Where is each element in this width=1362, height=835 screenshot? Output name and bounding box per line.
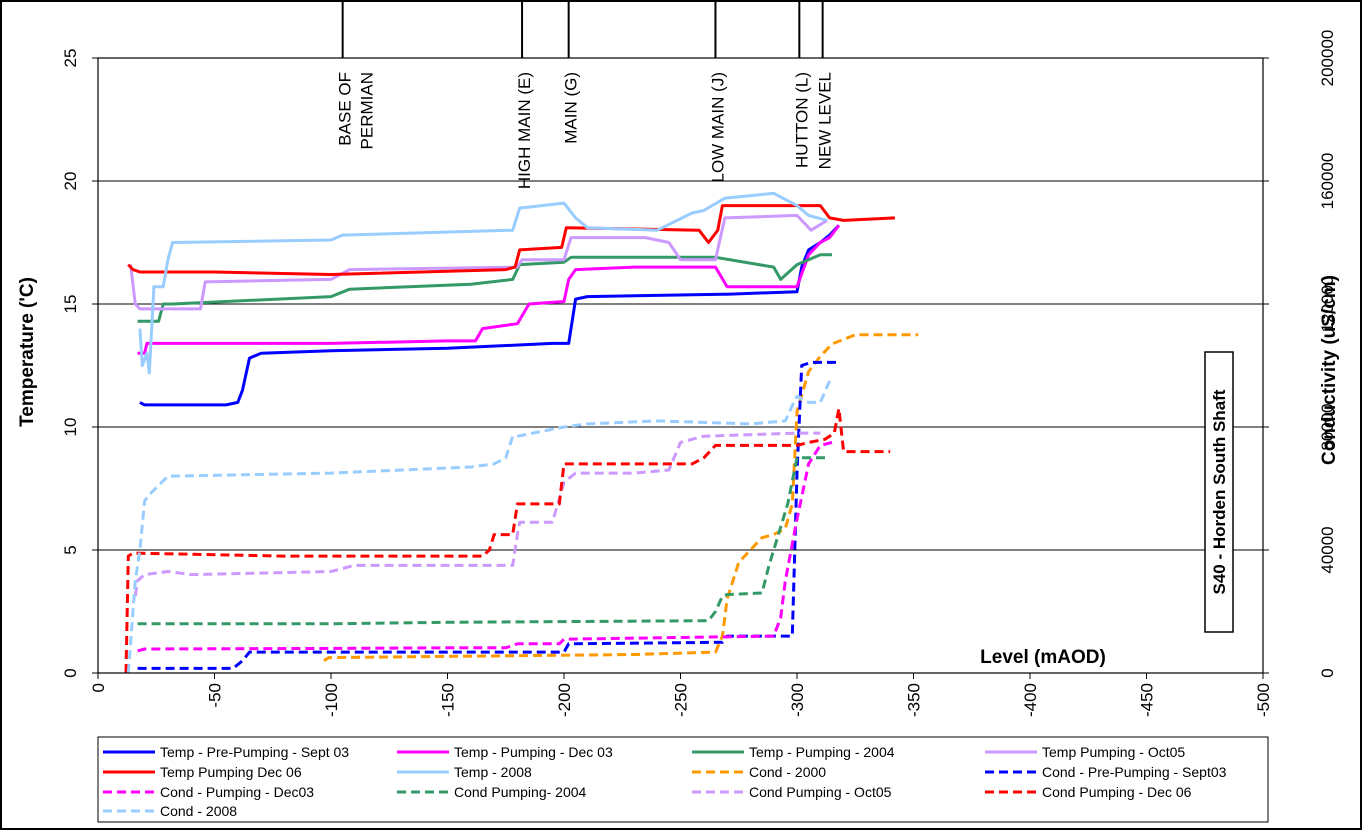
legend-entry-label: Cond - Pre-Pumping - Sept03 bbox=[1042, 764, 1227, 780]
x-axis-title: Level (mAOD) bbox=[980, 647, 1106, 668]
x-tick-label: -200 bbox=[555, 683, 574, 717]
legend-box bbox=[97, 736, 1269, 823]
horizon-label: NEW LEVEL bbox=[816, 72, 835, 169]
legend-entry-label: Temp - Pre-Pumping - Sept 03 bbox=[160, 744, 349, 760]
x-tick-label: -150 bbox=[439, 683, 458, 717]
horizon-label: LOW MAIN (J) bbox=[708, 72, 727, 183]
series-line bbox=[137, 456, 825, 626]
series-line bbox=[129, 213, 829, 311]
y-right-tick-label: 40000 bbox=[1318, 526, 1337, 573]
legend-entry-label: Temp Pumping Dec 06 bbox=[160, 764, 302, 780]
series-line bbox=[133, 431, 821, 597]
legend-entry-label: Cond - 2008 bbox=[160, 803, 237, 819]
horizon-label: BASE OF bbox=[336, 72, 355, 146]
legend-entry-label: Cond - 2000 bbox=[749, 764, 826, 780]
legend-entry-label: Cond Pumping - Dec 06 bbox=[1042, 784, 1192, 800]
y-left-tick-label: 5 bbox=[61, 545, 80, 554]
y-left-tick-label: 10 bbox=[61, 418, 80, 437]
horizon-label: HUTTON (L) bbox=[792, 72, 811, 168]
legend-entry-label: Cond - Pumping - Dec03 bbox=[160, 784, 314, 800]
y-axis-right-title: Conductivity (uS/cm) bbox=[1319, 275, 1340, 465]
horizon-label: HIGH MAIN (E) bbox=[515, 72, 534, 189]
x-tick-label: -500 bbox=[1254, 683, 1273, 717]
legend-entry-label: Temp - Pumping - 2004 bbox=[749, 744, 895, 760]
y-right-tick-label: 200000 bbox=[1318, 30, 1337, 87]
legend-entry-label: Cond Pumping- 2004 bbox=[454, 784, 587, 800]
legend-entry-label: Cond Pumping - Oct05 bbox=[749, 784, 892, 800]
x-tick-label: -450 bbox=[1138, 683, 1157, 717]
legend: Temp - Pre-Pumping - Sept 03 Temp - Pumpi… bbox=[103, 744, 1227, 819]
y-left-tick-label: 25 bbox=[61, 49, 80, 68]
series-line bbox=[126, 380, 831, 674]
series-layer bbox=[124, 191, 919, 674]
y-right-tick-label: 120000 bbox=[1318, 276, 1337, 333]
series-line bbox=[138, 191, 828, 375]
x-tick-label: -400 bbox=[1021, 683, 1040, 717]
y-left-tick-label: 20 bbox=[61, 172, 80, 191]
chart-title: S40 - Horden South Shaft bbox=[1210, 389, 1229, 594]
y-right-tick-label: 80000 bbox=[1318, 403, 1337, 450]
horizon-label: MAIN (G) bbox=[562, 72, 581, 144]
grid-layer bbox=[98, 180, 1263, 551]
y-right-tick-label: 0 bbox=[1318, 668, 1337, 677]
y-left-tick-label: 0 bbox=[61, 668, 80, 677]
legend-entry-label: Temp Pumping - Oct05 bbox=[1042, 744, 1185, 760]
x-tick-label: 0 bbox=[89, 683, 108, 692]
series-line bbox=[137, 360, 837, 670]
x-tick-label: -50 bbox=[206, 683, 225, 708]
series-line bbox=[323, 333, 919, 662]
horizon-label: PERMIAN bbox=[358, 72, 377, 149]
horizon-layer: BASE OF PERMIAN HIGH MAIN (E) MAIN (G) LOW M… bbox=[336, 2, 835, 189]
series-line bbox=[137, 224, 841, 355]
x-tick-label: -300 bbox=[788, 683, 807, 717]
x-tick-label: -350 bbox=[905, 683, 924, 717]
title-box bbox=[1204, 351, 1234, 633]
series-line bbox=[124, 407, 891, 674]
y-left-tick-label: 15 bbox=[61, 295, 80, 314]
series-line bbox=[127, 204, 895, 276]
axis-layer: 0 5 10 15 20 25 0 40000 80000 120000 160000 200000 0… bbox=[61, 30, 1337, 717]
series-line bbox=[137, 440, 833, 653]
legend-entry-label: Temp - Pumping - Dec 03 bbox=[454, 744, 613, 760]
legend-entry-label: Temp - 2008 bbox=[454, 764, 532, 780]
y-right-tick-label: 160000 bbox=[1318, 153, 1337, 210]
x-tick-label: -250 bbox=[672, 683, 691, 717]
y-axis-left-title: Temperature ('C) bbox=[17, 277, 38, 427]
x-tick-label: -100 bbox=[322, 683, 341, 717]
